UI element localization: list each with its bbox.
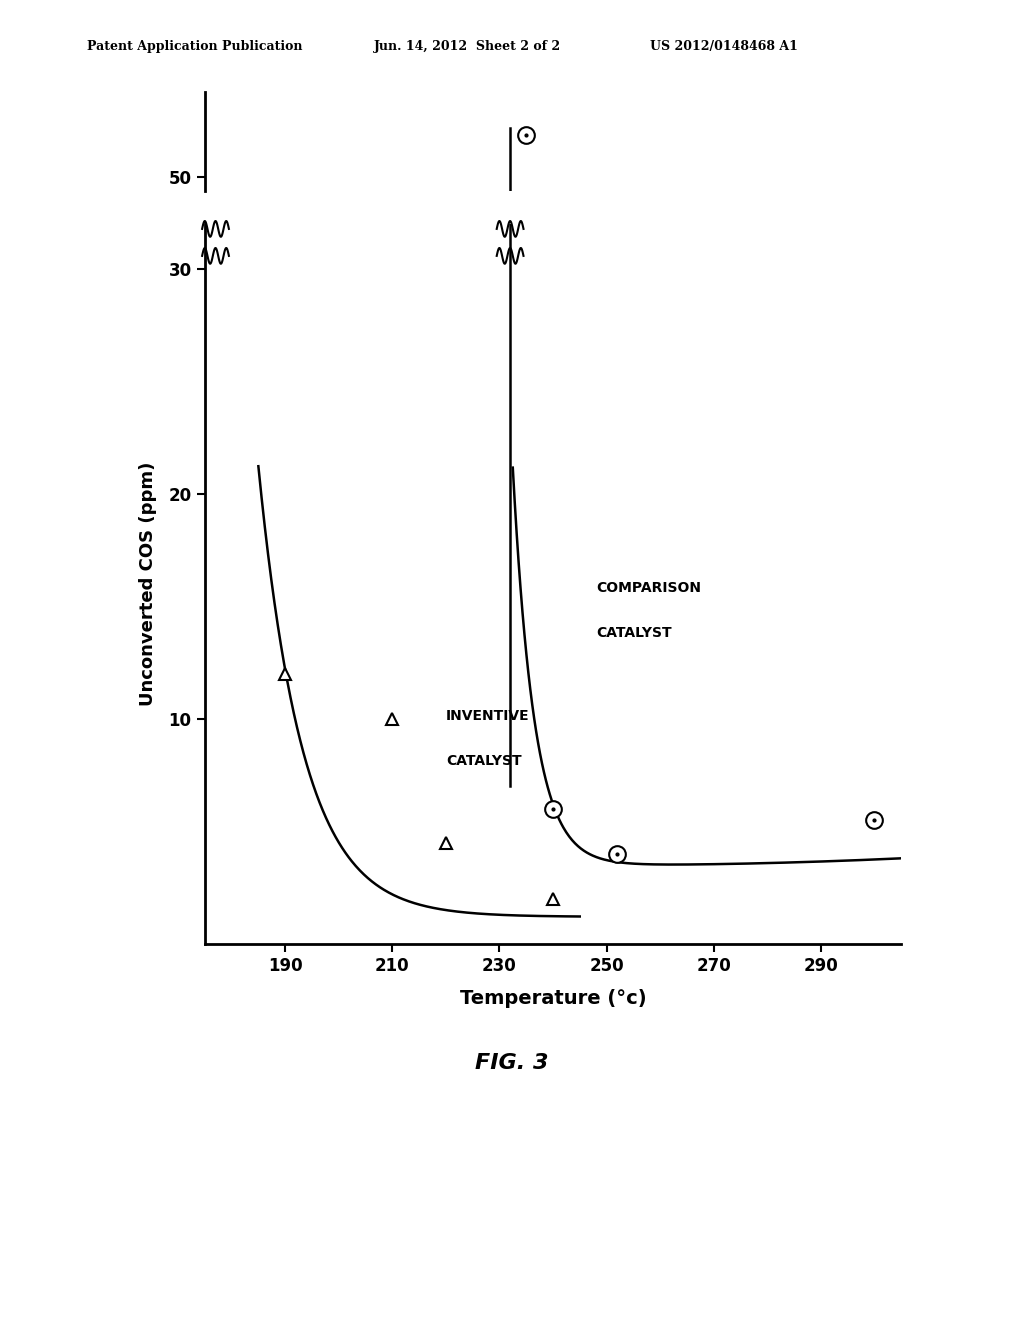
Text: FIG. 3: FIG. 3 [475,1052,549,1073]
Text: Jun. 14, 2012  Sheet 2 of 2: Jun. 14, 2012 Sheet 2 of 2 [374,40,561,53]
Text: US 2012/0148468 A1: US 2012/0148468 A1 [650,40,798,53]
X-axis label: Temperature (°c): Temperature (°c) [460,989,646,1008]
Text: COMPARISON: COMPARISON [596,581,700,595]
Y-axis label: Unconverted COS (ppm): Unconverted COS (ppm) [139,462,158,706]
Text: CATALYST: CATALYST [596,626,672,640]
Text: INVENTIVE: INVENTIVE [445,709,529,723]
Text: CATALYST: CATALYST [445,755,521,768]
Text: Patent Application Publication: Patent Application Publication [87,40,302,53]
